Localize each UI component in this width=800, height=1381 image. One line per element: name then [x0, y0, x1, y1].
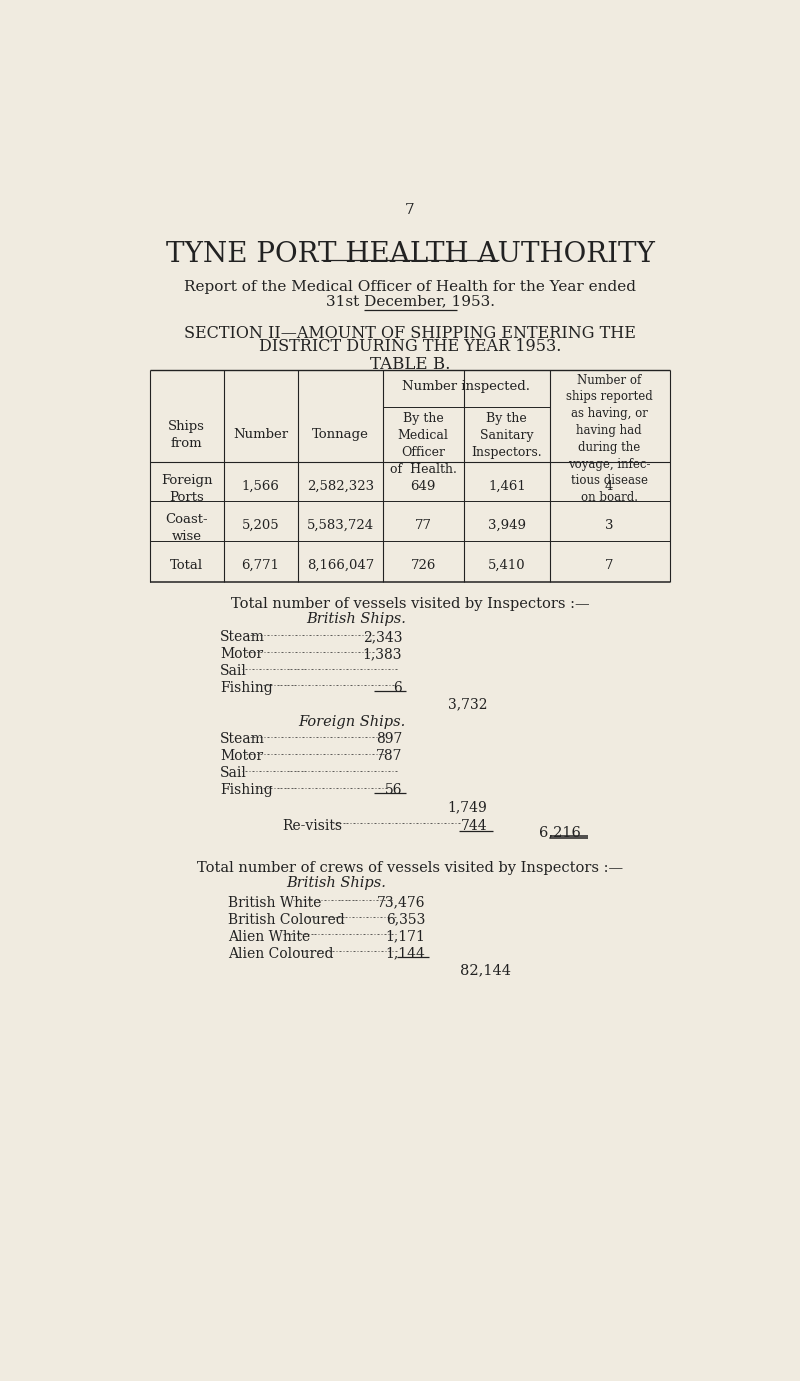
Text: 56: 56 [385, 783, 402, 797]
Text: Steam: Steam [220, 732, 265, 747]
Text: British White: British White [228, 896, 322, 910]
Text: 3,732: 3,732 [448, 697, 487, 711]
Text: Report of the Medical Officer of Health for the Year ended: Report of the Medical Officer of Health … [184, 280, 636, 294]
Text: 6,353: 6,353 [386, 913, 426, 927]
Text: Coast-
wise: Coast- wise [166, 512, 208, 543]
Text: Foreign
Ports: Foreign Ports [161, 474, 213, 504]
Text: 6: 6 [394, 681, 402, 695]
Text: By the
Sanitary
Inspectors.: By the Sanitary Inspectors. [471, 412, 542, 458]
Text: 3: 3 [605, 519, 614, 532]
Text: 5,205: 5,205 [242, 519, 279, 532]
Text: 1,144: 1,144 [386, 946, 426, 961]
Text: 3,949: 3,949 [488, 519, 526, 532]
Text: Number inspected.: Number inspected. [402, 380, 530, 392]
Text: Total number of vessels visited by Inspectors :—: Total number of vessels visited by Inspe… [230, 597, 590, 610]
Text: 82,144: 82,144 [460, 964, 510, 978]
Text: TABLE B.: TABLE B. [370, 356, 450, 373]
Text: Fishing: Fishing [220, 681, 273, 695]
Text: TYNE PORT HEALTH AUTHORITY: TYNE PORT HEALTH AUTHORITY [166, 242, 654, 268]
Text: Motor: Motor [220, 750, 263, 764]
Text: 4: 4 [605, 479, 614, 493]
Text: Fishing: Fishing [220, 783, 273, 797]
Text: 649: 649 [410, 479, 436, 493]
Text: 726: 726 [410, 559, 436, 572]
Text: 77: 77 [414, 519, 432, 532]
Text: Sail: Sail [220, 766, 247, 780]
Text: 1,383: 1,383 [362, 646, 402, 661]
Text: 6,216: 6,216 [538, 824, 581, 838]
Text: Sail: Sail [220, 664, 247, 678]
Text: Motor: Motor [220, 646, 263, 661]
Text: 5,583,724: 5,583,724 [306, 519, 374, 532]
Text: 744: 744 [461, 819, 487, 833]
Text: Tonnage: Tonnage [312, 428, 369, 441]
Text: 1,171: 1,171 [386, 929, 426, 943]
Text: Total: Total [170, 559, 203, 572]
Text: Total number of crews of vessels visited by Inspectors :—: Total number of crews of vessels visited… [197, 860, 623, 876]
Text: 1,566: 1,566 [242, 479, 279, 493]
Text: 787: 787 [376, 750, 402, 764]
Text: SECTION II—AMOUNT OF SHIPPING ENTERING THE: SECTION II—AMOUNT OF SHIPPING ENTERING T… [184, 325, 636, 342]
Text: Alien White: Alien White [228, 929, 310, 943]
Text: 6,771: 6,771 [242, 559, 279, 572]
Text: Number of
ships reported
as having, or
having had
during the
voyage, infec-
tiou: Number of ships reported as having, or h… [566, 374, 653, 504]
Text: 31st December, 1953.: 31st December, 1953. [326, 294, 494, 308]
Text: 1,749: 1,749 [448, 800, 487, 815]
Text: Number: Number [233, 428, 288, 441]
Text: British Coloured: British Coloured [228, 913, 345, 927]
Text: 2,343: 2,343 [362, 630, 402, 644]
Text: Foreign Ships.: Foreign Ships. [298, 715, 406, 729]
Text: 73,476: 73,476 [377, 896, 426, 910]
Text: 897: 897 [376, 732, 402, 747]
Text: Steam: Steam [220, 630, 265, 644]
Text: 1,461: 1,461 [488, 479, 526, 493]
Text: 7: 7 [405, 203, 415, 217]
Text: British Ships.: British Ships. [286, 877, 386, 891]
Text: 8,166,047: 8,166,047 [306, 559, 374, 572]
Text: DISTRICT DURING THE YEAR 1953.: DISTRICT DURING THE YEAR 1953. [259, 338, 561, 355]
Text: Alien Coloured: Alien Coloured [228, 946, 334, 961]
Text: Re-visits: Re-visits [282, 819, 342, 833]
Text: 2,582,323: 2,582,323 [306, 479, 374, 493]
Text: British Ships.: British Ships. [306, 612, 406, 627]
Text: Ships
from: Ships from [168, 420, 206, 450]
Text: 5,410: 5,410 [488, 559, 526, 572]
Text: By the
Medical
Officer
of  Health.: By the Medical Officer of Health. [390, 412, 457, 475]
Text: 7: 7 [605, 559, 614, 572]
